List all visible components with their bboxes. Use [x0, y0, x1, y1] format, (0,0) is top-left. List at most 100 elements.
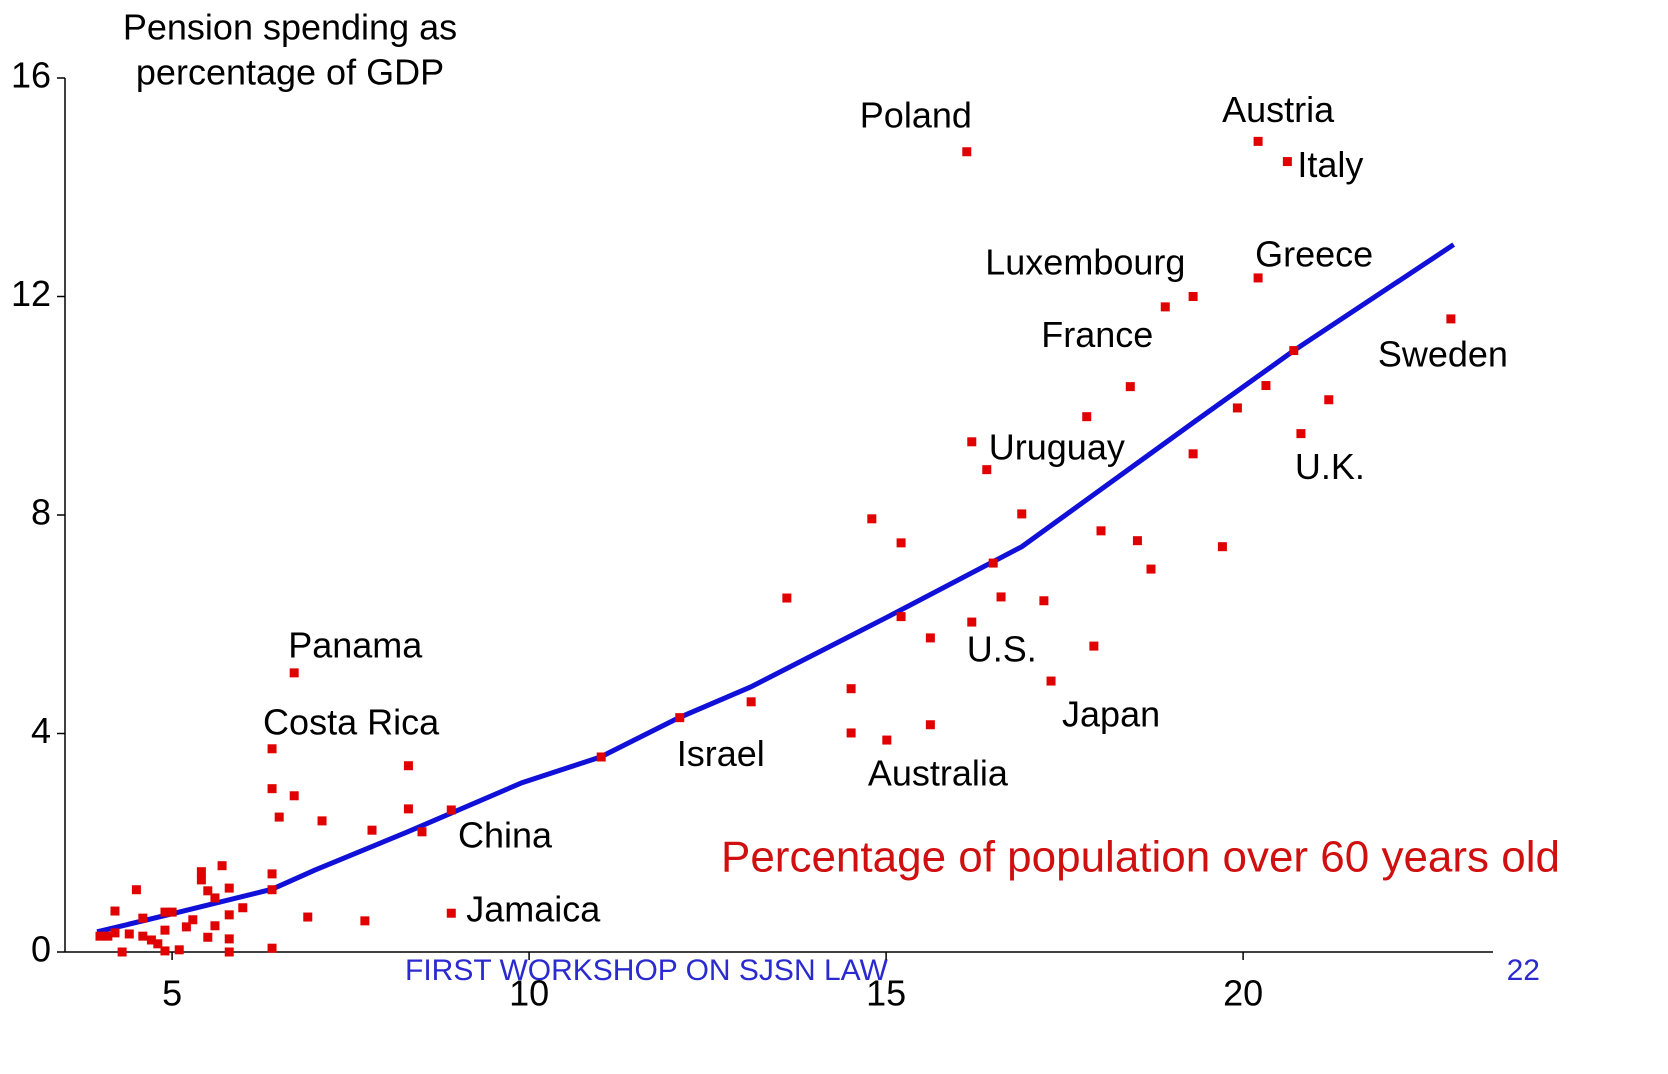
point [181, 922, 191, 932]
point [982, 465, 992, 475]
y-tick-label: 16 [11, 55, 51, 96]
point [403, 804, 413, 814]
trend-line [96, 242, 1456, 935]
x-tick-label: 5 [162, 973, 182, 1014]
point [124, 929, 134, 939]
point [1046, 676, 1056, 686]
point-label: Sweden [1378, 333, 1508, 374]
y-tick-label: 12 [11, 273, 51, 314]
point [846, 684, 856, 694]
point-label: France [1041, 314, 1153, 355]
point [238, 903, 248, 913]
point [160, 946, 170, 956]
point [95, 931, 105, 941]
point [417, 827, 427, 837]
point [224, 910, 234, 920]
point [267, 869, 277, 879]
point [967, 617, 977, 627]
point [203, 932, 213, 942]
point [1082, 412, 1092, 422]
point [267, 885, 277, 895]
point [110, 906, 120, 916]
point [1217, 542, 1227, 552]
point [303, 912, 313, 922]
footer-text: FIRST WORKSHOP ON SJSN LAW [405, 954, 889, 987]
point [131, 885, 141, 895]
point-label: U.K. [1295, 446, 1365, 487]
point-label: Australia [868, 753, 1009, 794]
point [103, 931, 113, 941]
point [117, 947, 127, 957]
point [224, 934, 234, 944]
point-label: Greece [1255, 233, 1373, 274]
point [1296, 429, 1306, 439]
point-label: U.S. [967, 629, 1037, 670]
point [289, 791, 299, 801]
y-tick-label: 4 [31, 710, 51, 751]
point [846, 728, 856, 738]
point [138, 931, 148, 941]
y-axis-title: Pension spending as [123, 7, 457, 48]
point [1017, 509, 1027, 519]
point [1089, 641, 1099, 651]
point [1253, 136, 1263, 146]
point [925, 720, 935, 730]
point [967, 437, 977, 447]
x-axis-title: Percentage of population over 60 years o… [721, 833, 1560, 882]
point [867, 514, 877, 524]
point [146, 935, 156, 945]
point [1188, 449, 1198, 459]
point [289, 668, 299, 678]
point [210, 921, 220, 931]
point-label: Jamaica [466, 889, 601, 930]
point-label: China [458, 814, 553, 855]
point [367, 825, 377, 835]
point-label: Luxembourg [985, 241, 1185, 282]
y-tick-label: 0 [31, 929, 51, 970]
point [1282, 157, 1292, 167]
point [446, 908, 456, 918]
point [782, 593, 792, 603]
point-label: Israel [677, 733, 765, 774]
point [188, 915, 198, 925]
point [1324, 395, 1334, 405]
point [224, 883, 234, 893]
x-tick-label: 15 [866, 973, 906, 1014]
point [224, 947, 234, 957]
point-label: Uruguay [989, 426, 1125, 467]
point-label: Poland [860, 94, 972, 135]
y-tick-label: 8 [31, 492, 51, 533]
point [274, 812, 284, 822]
x-tick-label: 20 [1223, 973, 1263, 1014]
point [217, 861, 227, 871]
point [1125, 382, 1135, 392]
point [1253, 273, 1263, 283]
point [317, 816, 327, 826]
point [167, 907, 177, 917]
y-axis-title: percentage of GDP [136, 52, 444, 93]
point [746, 697, 756, 707]
point-label: Italy [1297, 144, 1363, 185]
page-number: 22 [1507, 954, 1540, 987]
point [1188, 292, 1198, 301]
point [1160, 302, 1170, 312]
point [1132, 536, 1142, 546]
point [360, 916, 370, 926]
point-label: Costa Rica [263, 701, 440, 742]
point [110, 928, 120, 938]
point [675, 713, 685, 723]
point [1232, 403, 1242, 413]
point [996, 592, 1006, 602]
point [1446, 314, 1456, 324]
point-label: Austria [1222, 89, 1335, 130]
point-label: Panama [288, 624, 423, 665]
point [210, 893, 220, 903]
point [203, 886, 213, 896]
point-label: Japan [1062, 694, 1160, 735]
point [988, 558, 998, 568]
point [896, 612, 906, 622]
point [267, 744, 277, 754]
point [596, 752, 606, 762]
point [1289, 346, 1299, 356]
